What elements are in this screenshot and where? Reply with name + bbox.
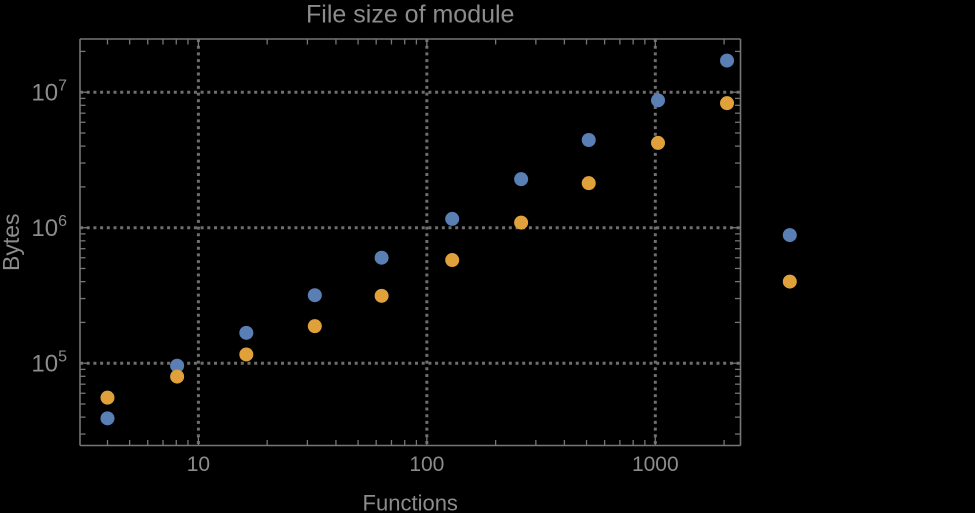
svg-text:Bytes: Bytes (0, 213, 24, 271)
svg-text:10: 10 (187, 453, 210, 476)
svg-text:Functions: Functions (363, 491, 458, 513)
svg-text:1000: 1000 (632, 453, 679, 476)
svg-text:100: 100 (409, 453, 444, 476)
svg-text:File size of module: File size of module (306, 1, 514, 29)
